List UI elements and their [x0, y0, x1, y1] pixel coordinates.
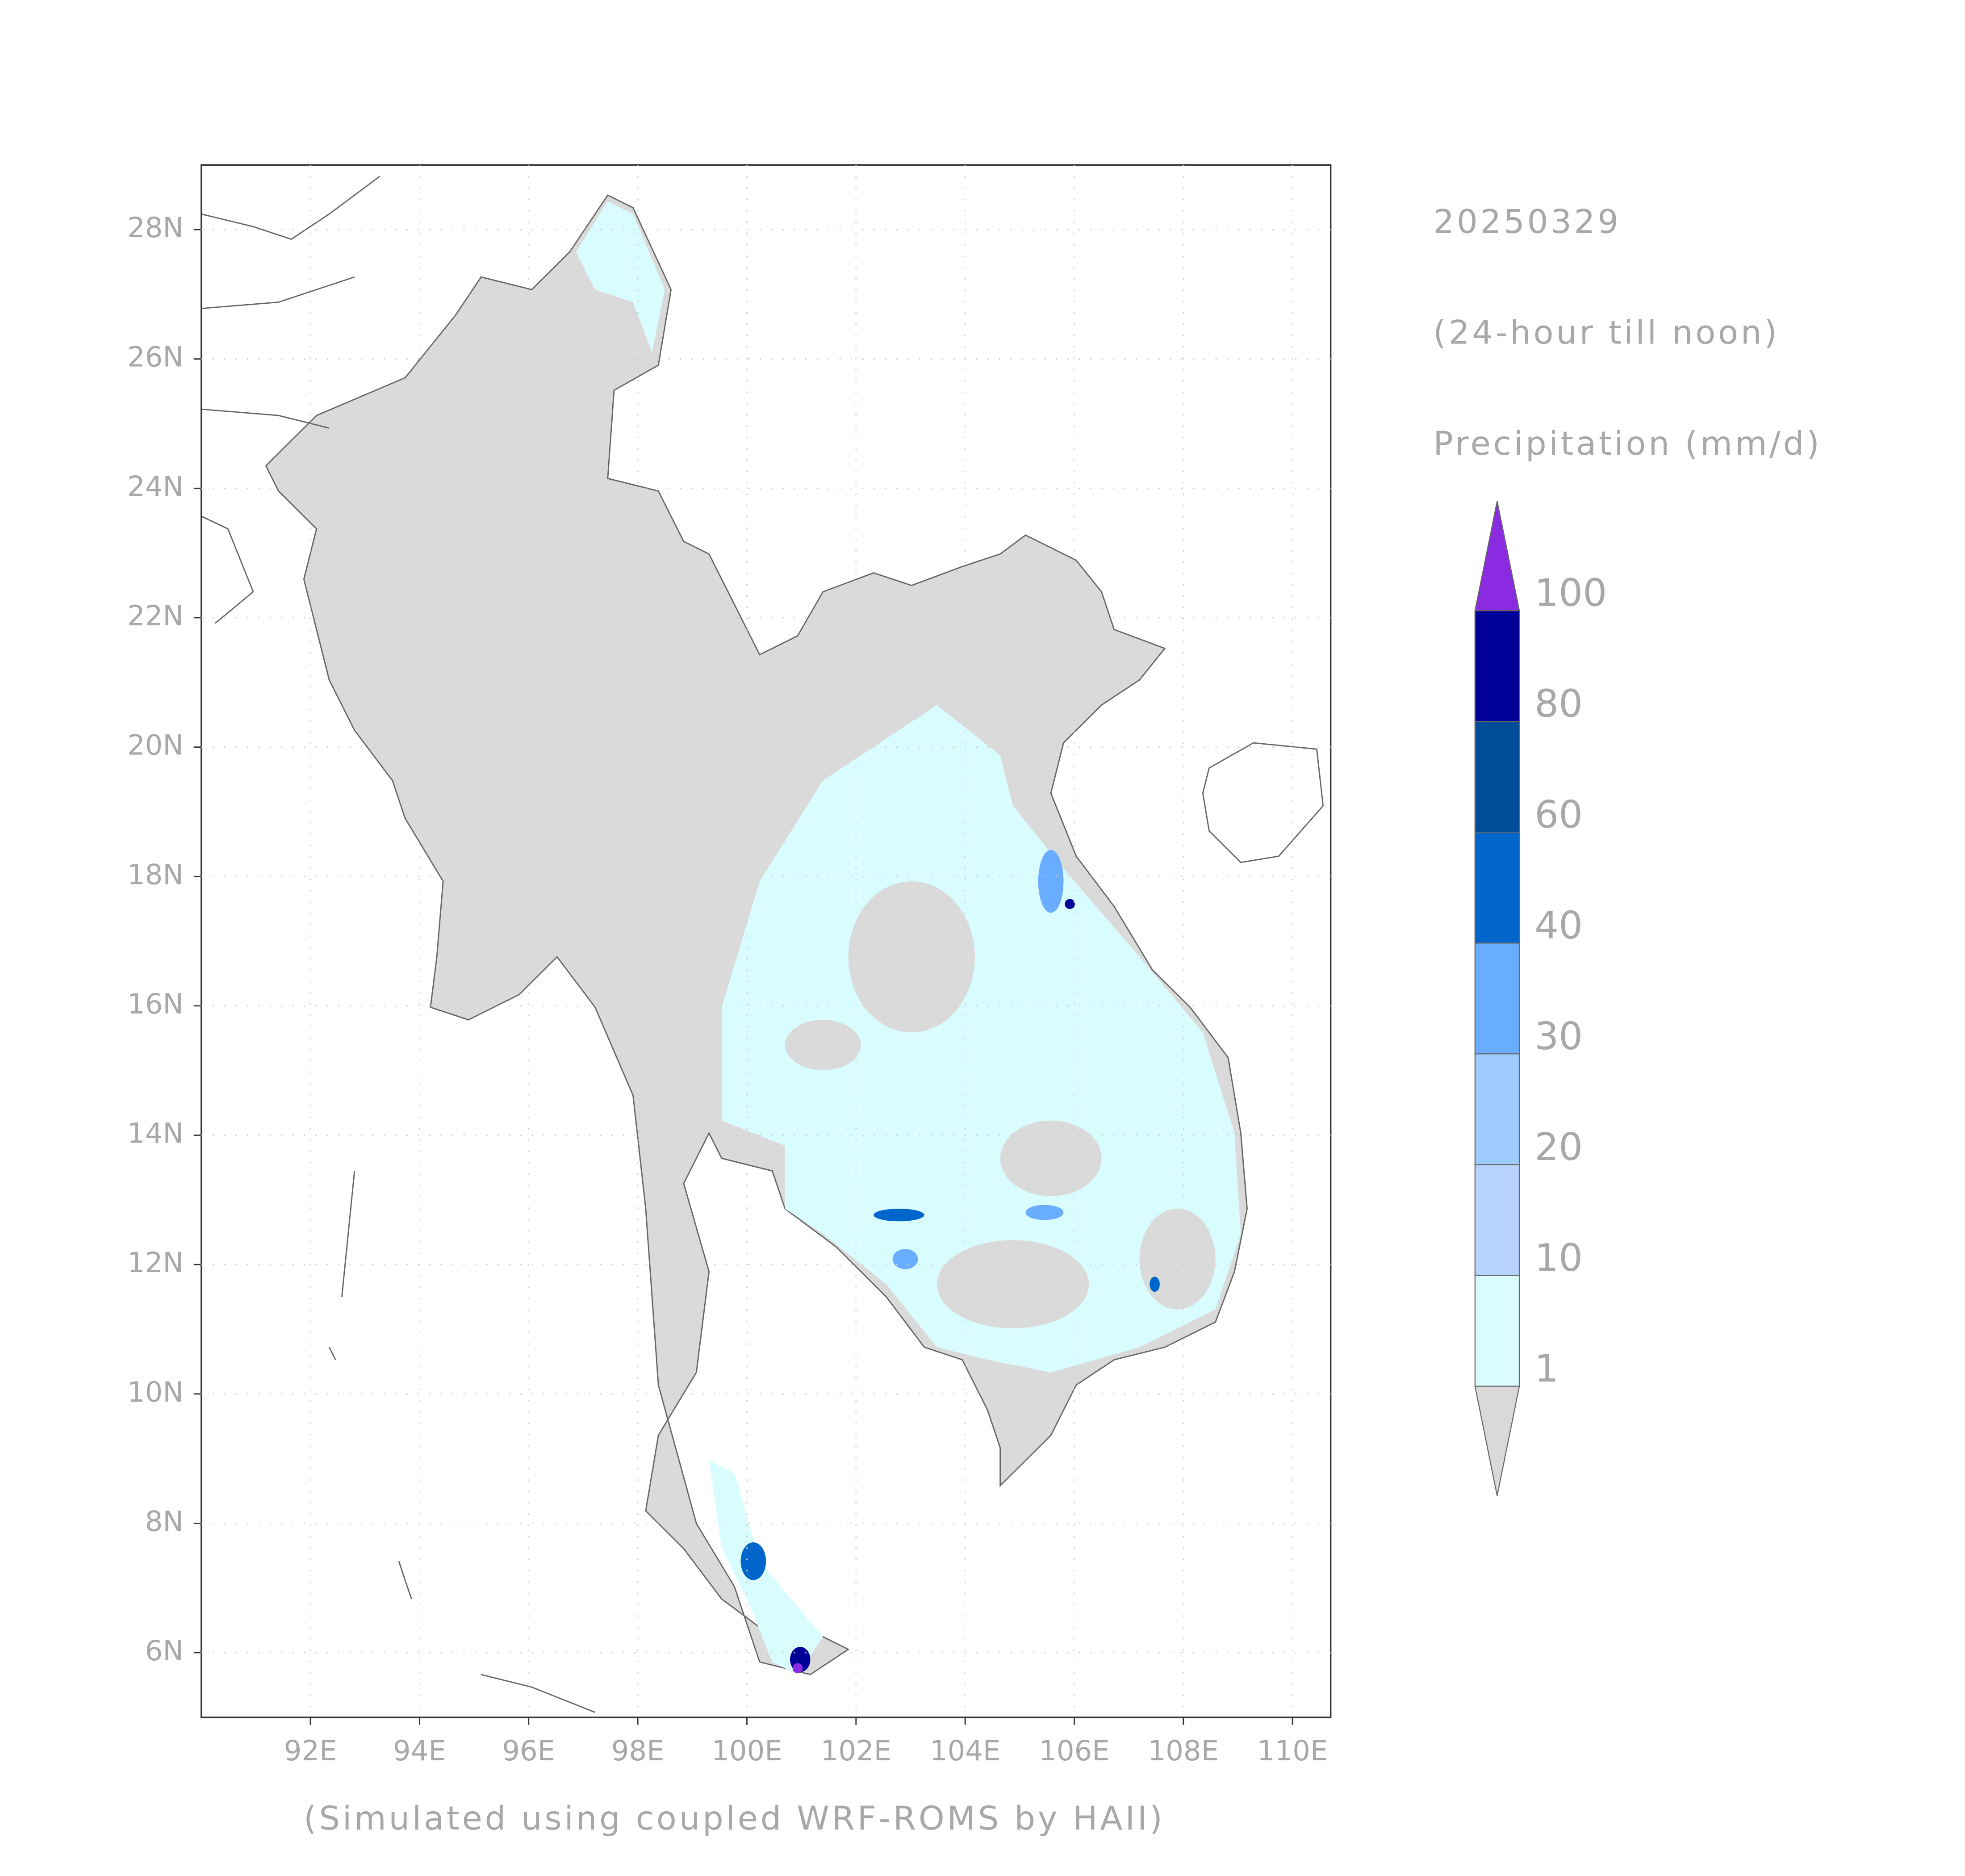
x-tick-label: 96E [502, 1734, 555, 1767]
colorbar-under [1474, 1386, 1520, 1496]
colorbar-bin [1474, 1164, 1520, 1276]
x-tick-label: 100E [711, 1734, 782, 1767]
y-tick-label: 28N [127, 211, 184, 244]
colorbar-bin [1474, 721, 1520, 833]
colorbar-bin [1474, 1275, 1520, 1387]
dry-patches [785, 881, 1216, 1328]
colorbar-bin [1474, 832, 1520, 944]
x-tick-label: 98E [611, 1734, 665, 1767]
rain-spot [874, 1209, 924, 1222]
rain-spot [1025, 1205, 1064, 1220]
variable: Precipitation (mm/d) [1433, 425, 1822, 463]
dry-patch [848, 881, 975, 1033]
colorbar-label: 100 [1534, 571, 1607, 615]
y-tick-label: 26N [127, 341, 184, 373]
rain-area [721, 705, 1241, 1373]
x-tick-label: 110E [1257, 1734, 1328, 1767]
y-tick-label: 12N [127, 1246, 184, 1279]
x-tick-label: 94E [393, 1734, 446, 1767]
y-tick-label: 10N [127, 1376, 184, 1408]
rain-spot [1065, 899, 1075, 909]
colorbar-label: 1 [1534, 1346, 1559, 1390]
x-tick-label: 92E [284, 1734, 337, 1767]
y-tick-label: 24N [127, 470, 184, 503]
rain-area [709, 1460, 823, 1675]
colorbar-label: 20 [1534, 1125, 1583, 1169]
x-tick-label: 102E [821, 1734, 891, 1767]
coastline [328, 1171, 596, 1713]
plot-frame [201, 164, 1332, 1718]
period: (24-hour till noon) [1433, 314, 1779, 352]
colorbar-label: 80 [1534, 682, 1583, 726]
rain-spot [740, 1542, 766, 1580]
dry-patch [1000, 1120, 1102, 1196]
dry-patch [785, 1020, 861, 1070]
y-tick-label: 16N [127, 988, 184, 1020]
y-tick-label: 8N [145, 1505, 184, 1538]
dry-patch [1139, 1209, 1216, 1310]
y-tick-label: 18N [127, 858, 184, 891]
dry-patch [937, 1240, 1089, 1328]
rain-spot [792, 1663, 803, 1674]
x-tick-label: 104E [930, 1734, 1000, 1767]
colorbar-over [1474, 501, 1520, 611]
colorbar-label: 60 [1534, 792, 1583, 837]
colorbar-label: 10 [1534, 1235, 1583, 1280]
colorbar-label: 30 [1534, 1014, 1583, 1058]
colorbar-label: 40 [1534, 903, 1583, 947]
x-tick-label: 106E [1039, 1734, 1109, 1767]
map-area [201, 176, 1324, 1713]
colorbar-bin [1474, 1053, 1520, 1165]
y-tick-label: 20N [127, 729, 184, 762]
footer: (Simulated using coupled WRF-ROMS by HAI… [304, 1800, 1165, 1838]
rain-area [576, 201, 665, 353]
date: 20250329 [1433, 203, 1621, 241]
coastline [201, 176, 380, 624]
x-tick-label: 108E [1148, 1734, 1219, 1767]
coastline [1202, 742, 1324, 863]
colorbar-bin [1474, 942, 1520, 1055]
y-tick-label: 22N [127, 599, 184, 632]
colorbar-bin [1474, 610, 1520, 722]
rain-spot [892, 1249, 918, 1269]
y-tick-label: 6N [145, 1634, 184, 1667]
rain-spot [1038, 850, 1064, 913]
y-tick-label: 14N [127, 1117, 184, 1150]
rain-spot [1150, 1277, 1160, 1292]
